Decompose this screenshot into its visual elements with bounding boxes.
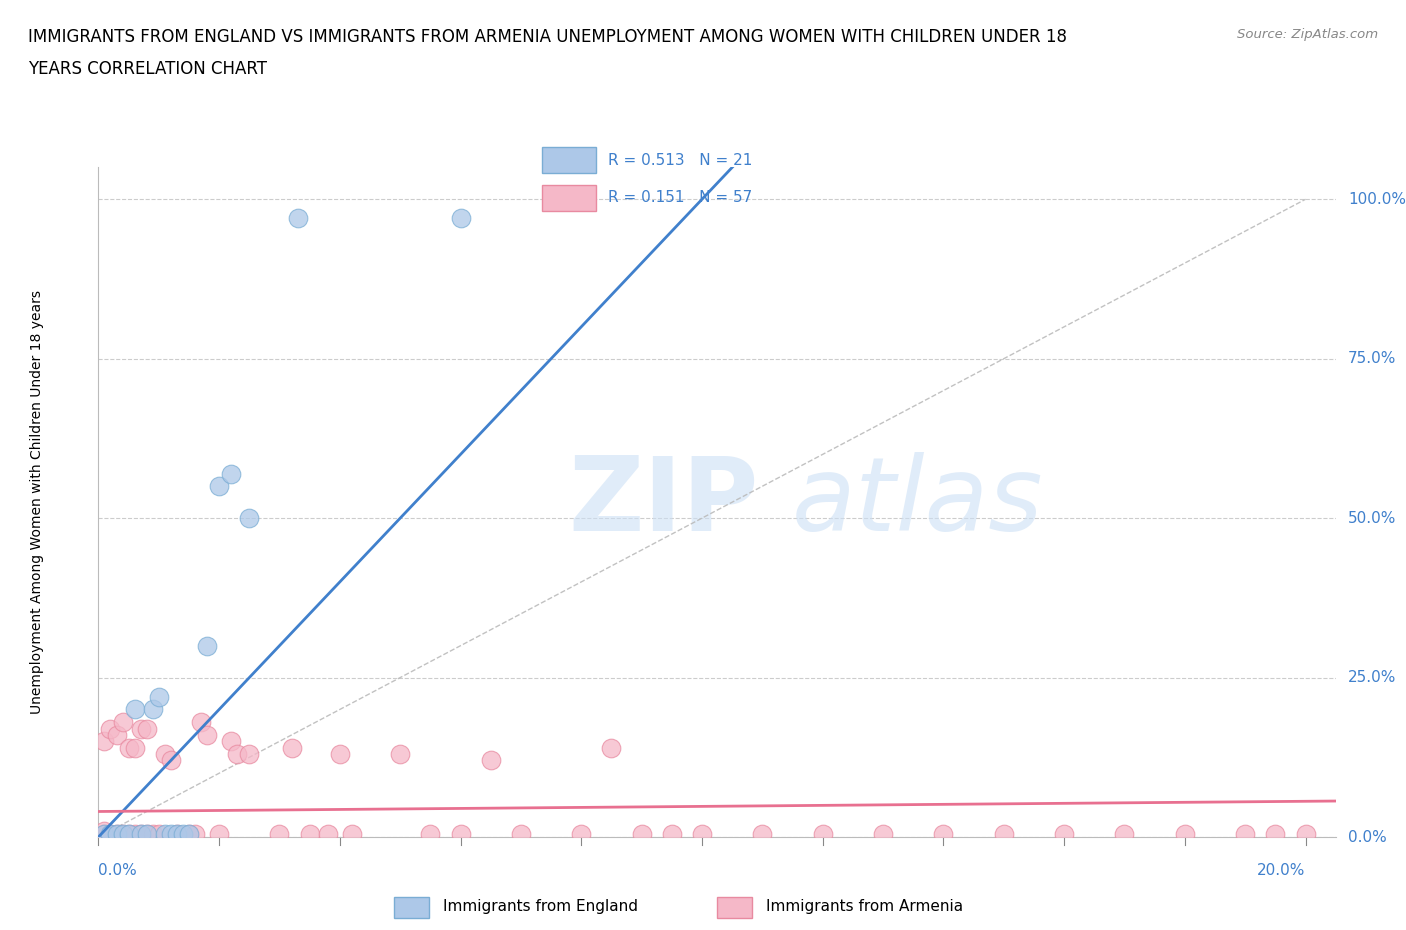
- Point: [100, 827, 122, 842]
- Point: [287, 211, 309, 226]
- Point: [177, 827, 200, 842]
- Point: [298, 827, 321, 842]
- Point: [129, 827, 152, 842]
- Point: [811, 827, 834, 842]
- Text: Source: ZipAtlas.com: Source: ZipAtlas.com: [1237, 28, 1378, 41]
- Point: [117, 827, 139, 842]
- Point: [100, 721, 122, 736]
- Point: [105, 727, 128, 742]
- Point: [166, 827, 188, 842]
- Point: [238, 747, 260, 762]
- Point: [872, 827, 894, 842]
- Point: [630, 827, 652, 842]
- Point: [135, 827, 157, 842]
- Point: [124, 740, 146, 755]
- Point: [190, 715, 212, 730]
- Point: [160, 753, 183, 768]
- Point: [219, 734, 242, 749]
- Text: YEARS CORRELATION CHART: YEARS CORRELATION CHART: [28, 60, 267, 78]
- Point: [142, 827, 165, 842]
- Point: [129, 721, 152, 736]
- Point: [569, 827, 592, 842]
- Point: [1174, 827, 1197, 842]
- Point: [238, 511, 260, 525]
- Point: [661, 827, 683, 842]
- Point: [1114, 827, 1136, 842]
- Point: [751, 827, 773, 842]
- Text: 50.0%: 50.0%: [1348, 511, 1396, 525]
- Point: [329, 747, 352, 762]
- Point: [124, 827, 146, 842]
- Point: [142, 702, 165, 717]
- Point: [269, 827, 291, 842]
- Point: [932, 827, 955, 842]
- Text: 25.0%: 25.0%: [1348, 671, 1396, 685]
- Text: Immigrants from Armenia: Immigrants from Armenia: [766, 899, 963, 914]
- Bar: [541, 185, 596, 211]
- Point: [690, 827, 713, 842]
- Point: [208, 827, 231, 842]
- Point: [105, 827, 128, 842]
- Point: [124, 702, 146, 717]
- Text: atlas: atlas: [792, 452, 1043, 552]
- Point: [1053, 827, 1076, 842]
- Point: [93, 827, 115, 842]
- Point: [219, 466, 242, 481]
- Point: [177, 827, 200, 842]
- Point: [117, 740, 139, 755]
- Point: [153, 827, 176, 842]
- Point: [226, 747, 249, 762]
- Point: [148, 827, 170, 842]
- Point: [600, 740, 623, 755]
- Text: Unemployment Among Women with Children Under 18 years: Unemployment Among Women with Children U…: [30, 290, 44, 714]
- Point: [316, 827, 339, 842]
- Text: 20.0%: 20.0%: [1257, 862, 1306, 878]
- Point: [208, 479, 231, 494]
- Text: ZIP: ZIP: [568, 452, 759, 552]
- Point: [100, 827, 122, 842]
- Point: [993, 827, 1015, 842]
- Text: 100.0%: 100.0%: [1348, 192, 1406, 206]
- Point: [105, 827, 128, 842]
- Point: [509, 827, 531, 842]
- Point: [195, 638, 218, 653]
- Point: [479, 753, 502, 768]
- Point: [93, 823, 115, 838]
- Point: [111, 827, 134, 842]
- Point: [172, 827, 194, 842]
- Point: [450, 211, 472, 226]
- Point: [117, 827, 139, 842]
- Point: [195, 727, 218, 742]
- Text: 0.0%: 0.0%: [98, 862, 138, 878]
- Point: [93, 827, 115, 842]
- Text: Immigrants from England: Immigrants from England: [443, 899, 638, 914]
- Text: 0.0%: 0.0%: [1348, 830, 1386, 844]
- Point: [280, 740, 302, 755]
- Text: IMMIGRANTS FROM ENGLAND VS IMMIGRANTS FROM ARMENIA UNEMPLOYMENT AMONG WOMEN WITH: IMMIGRANTS FROM ENGLAND VS IMMIGRANTS FR…: [28, 28, 1067, 46]
- Text: R = 0.513   N = 21: R = 0.513 N = 21: [607, 153, 752, 167]
- Point: [450, 827, 472, 842]
- Text: R = 0.151   N = 57: R = 0.151 N = 57: [607, 191, 752, 206]
- Point: [129, 827, 152, 842]
- Point: [135, 827, 157, 842]
- Point: [1234, 827, 1257, 842]
- Text: 75.0%: 75.0%: [1348, 352, 1396, 366]
- Point: [389, 747, 412, 762]
- Point: [184, 827, 207, 842]
- Point: [148, 689, 170, 704]
- Point: [93, 734, 115, 749]
- Point: [1264, 827, 1286, 842]
- Point: [1295, 827, 1317, 842]
- Point: [166, 827, 188, 842]
- Point: [135, 721, 157, 736]
- Point: [419, 827, 441, 842]
- Point: [160, 827, 183, 842]
- Point: [340, 827, 363, 842]
- Point: [153, 747, 176, 762]
- Bar: [541, 147, 596, 173]
- Point: [111, 827, 134, 842]
- Point: [111, 715, 134, 730]
